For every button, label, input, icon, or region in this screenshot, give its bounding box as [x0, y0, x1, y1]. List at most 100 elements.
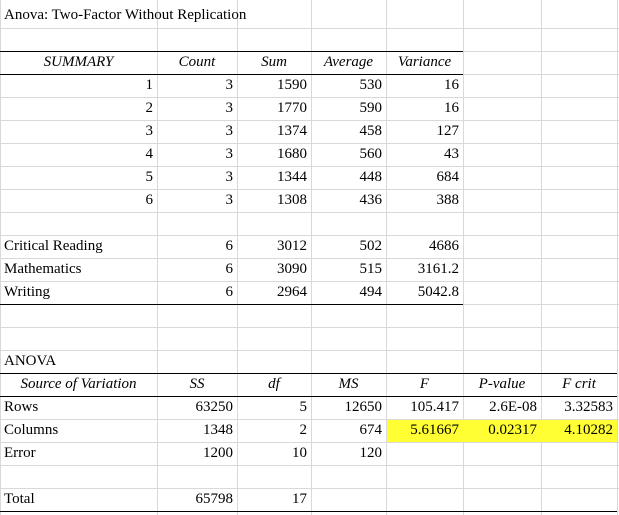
variance-cell[interactable]: 388	[436, 192, 460, 208]
ss-cell[interactable]: 1200	[203, 445, 233, 461]
sum-cell[interactable]: 3090	[277, 261, 307, 277]
variance-cell[interactable]: 5042.8	[417, 284, 459, 300]
row-label-cell[interactable]: 1	[145, 77, 154, 93]
variance-cell[interactable]: 16	[444, 100, 459, 116]
count-cell[interactable]: 3	[225, 100, 234, 116]
source-cell[interactable]: Rows	[4, 399, 39, 415]
variance-cell[interactable]: 3161.2	[417, 261, 459, 277]
grid-row-line	[0, 28, 619, 29]
f-cell[interactable]: 5.61667	[410, 422, 459, 438]
grid-row-line	[0, 212, 619, 213]
grid-row-line	[0, 419, 619, 420]
count-cell[interactable]: 3	[225, 123, 234, 139]
variance-cell[interactable]: 4686	[429, 238, 459, 254]
summary-header-cell[interactable]: Average	[323, 54, 374, 70]
f-crit-cell[interactable]: 4.10282	[564, 422, 613, 438]
ss-cell[interactable]: 1348	[203, 422, 233, 438]
anova-header-cell[interactable]: SS	[189, 376, 205, 392]
total-df-cell[interactable]: 17	[292, 491, 307, 507]
f-cell[interactable]: 105.417	[410, 399, 459, 415]
summary-header-cell[interactable]: SUMMARY	[43, 54, 114, 70]
row-label-cell[interactable]: 2	[145, 100, 154, 116]
grid-column-line	[0, 0, 1, 515]
ms-cell[interactable]: 674	[359, 422, 383, 438]
grid-row-line	[0, 465, 619, 466]
total-ss-cell[interactable]: 65798	[195, 491, 234, 507]
anova-header-cell[interactable]: MS	[338, 376, 359, 392]
column-label-cell[interactable]: Writing	[4, 284, 51, 300]
summary-header-cell[interactable]: Count	[178, 54, 216, 70]
grid-column-line	[157, 0, 158, 515]
average-cell[interactable]: 448	[359, 169, 383, 185]
count-cell[interactable]: 6	[225, 238, 234, 254]
anova-bottom-rule	[0, 511, 617, 512]
summary-top-rule	[0, 51, 463, 52]
average-cell[interactable]: 502	[359, 238, 383, 254]
ms-cell[interactable]: 120	[359, 445, 383, 461]
sum-cell[interactable]: 1374	[277, 123, 307, 139]
df-cell[interactable]: 2	[299, 422, 308, 438]
anova-header-cell[interactable]: F crit	[562, 376, 596, 392]
summary-header-cell[interactable]: Sum	[261, 54, 287, 70]
count-cell[interactable]: 3	[225, 169, 234, 185]
p-value-cell[interactable]: 2.6E-08	[489, 399, 537, 415]
anova-header-cell[interactable]: F	[419, 376, 430, 392]
grid-column-line	[237, 0, 238, 515]
column-label-cell[interactable]: Mathematics	[4, 261, 82, 277]
sum-cell[interactable]: 1344	[277, 169, 307, 185]
sum-cell[interactable]: 2964	[277, 284, 307, 300]
average-cell[interactable]: 530	[359, 77, 383, 93]
ss-cell[interactable]: 63250	[195, 399, 234, 415]
average-cell[interactable]: 436	[359, 192, 383, 208]
grid-row-line	[0, 327, 619, 328]
grid-column-line	[541, 0, 542, 515]
df-cell[interactable]: 5	[299, 399, 308, 415]
grid-row-line	[0, 488, 619, 489]
ms-cell[interactable]: 12650	[344, 399, 383, 415]
variance-cell[interactable]: 43	[444, 146, 459, 162]
average-cell[interactable]: 590	[359, 100, 383, 116]
grid-row-line	[0, 189, 619, 190]
p-value-cell[interactable]: 0.02317	[488, 422, 537, 438]
df-cell[interactable]: 10	[292, 445, 307, 461]
count-cell[interactable]: 6	[225, 261, 234, 277]
variance-cell[interactable]: 16	[444, 77, 459, 93]
grid-row-line	[0, 235, 619, 236]
source-cell[interactable]: Error	[4, 445, 36, 461]
anova-title[interactable]: ANOVA	[4, 353, 57, 369]
count-cell[interactable]: 3	[225, 77, 234, 93]
row-label-cell[interactable]: 6	[145, 192, 154, 208]
row-label-cell[interactable]: 5	[145, 169, 154, 185]
count-cell[interactable]: 3	[225, 146, 234, 162]
grid-column-line	[311, 0, 312, 515]
variance-cell[interactable]: 684	[436, 169, 460, 185]
count-cell[interactable]: 6	[225, 284, 234, 300]
average-cell[interactable]: 515	[359, 261, 383, 277]
sum-cell[interactable]: 1680	[277, 146, 307, 162]
sum-cell[interactable]: 3012	[277, 238, 307, 254]
grid-row-line	[0, 258, 619, 259]
f-crit-cell[interactable]: 3.32583	[564, 399, 613, 415]
total-label-cell[interactable]: Total	[4, 491, 35, 507]
grid-row-line	[0, 442, 619, 443]
count-cell[interactable]: 3	[225, 192, 234, 208]
average-cell[interactable]: 560	[359, 146, 383, 162]
anova-header-cell[interactable]: Source of Variation	[20, 376, 137, 392]
anova-header-cell[interactable]: P-value	[478, 376, 526, 392]
average-cell[interactable]: 494	[359, 284, 383, 300]
summary-header-cell[interactable]: Variance	[397, 54, 452, 70]
anova-header-cell[interactable]: df	[268, 376, 280, 392]
sum-cell[interactable]: 1590	[277, 77, 307, 93]
sum-cell[interactable]: 1770	[277, 100, 307, 116]
anova-header-rule	[0, 396, 617, 397]
average-cell[interactable]: 458	[359, 123, 383, 139]
row-label-cell[interactable]: 3	[145, 123, 154, 139]
row-label-cell[interactable]: 4	[145, 146, 154, 162]
sum-cell[interactable]: 1308	[277, 192, 307, 208]
source-cell[interactable]: Columns	[4, 422, 59, 438]
summary-header-rule	[0, 74, 463, 75]
column-label-cell[interactable]: Critical Reading	[4, 238, 103, 254]
variance-cell[interactable]: 127	[436, 123, 460, 139]
grid-row-line	[0, 350, 619, 351]
sheet-title[interactable]: Anova: Two-Factor Without Replication	[4, 7, 247, 23]
